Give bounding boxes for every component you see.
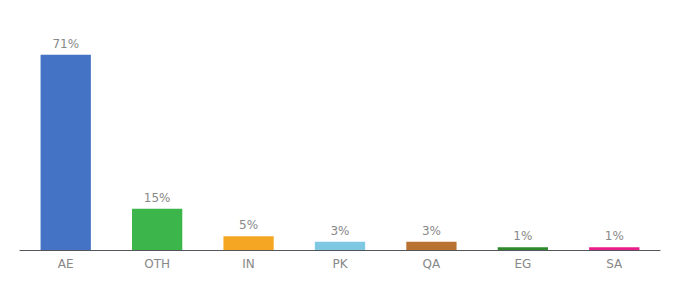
svg-text:IN: IN bbox=[242, 257, 255, 271]
svg-text:1%: 1% bbox=[605, 229, 624, 243]
svg-text:SA: SA bbox=[606, 257, 623, 271]
svg-text:71%: 71% bbox=[52, 37, 79, 51]
svg-text:PK: PK bbox=[332, 257, 348, 271]
svg-text:5%: 5% bbox=[239, 218, 258, 232]
svg-text:3%: 3% bbox=[422, 224, 441, 238]
svg-text:QA: QA bbox=[423, 257, 441, 271]
svg-text:15%: 15% bbox=[144, 191, 171, 205]
svg-text:AE: AE bbox=[58, 257, 74, 271]
svg-text:3%: 3% bbox=[330, 224, 349, 238]
svg-text:1%: 1% bbox=[513, 229, 532, 243]
svg-text:OTH: OTH bbox=[144, 257, 170, 271]
svg-text:EG: EG bbox=[514, 257, 531, 271]
